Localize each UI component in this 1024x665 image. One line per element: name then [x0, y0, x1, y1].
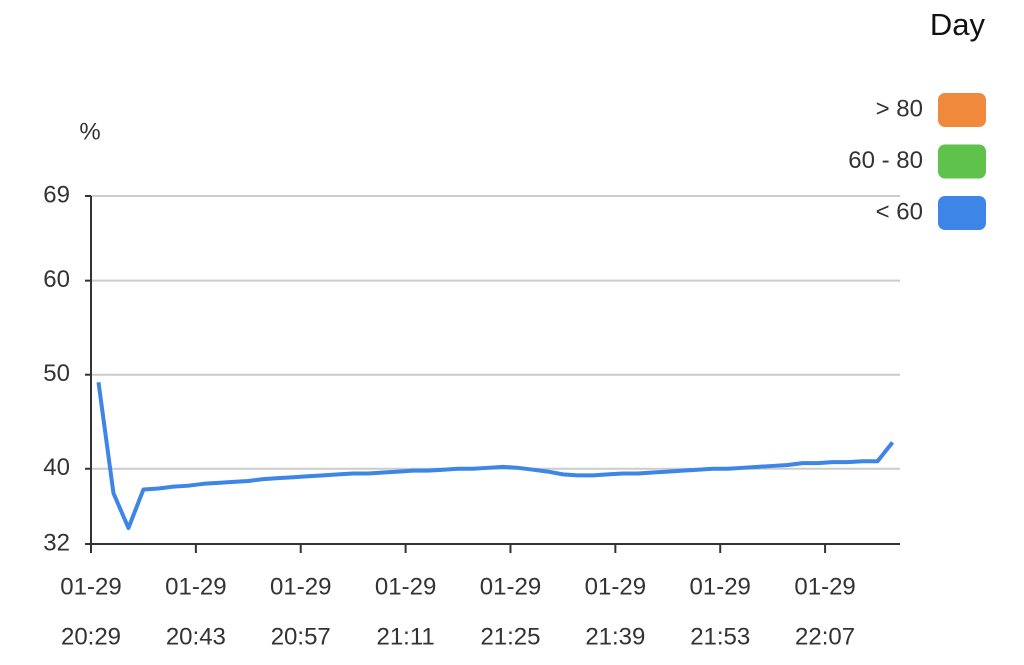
y-tick-label: 40	[43, 454, 70, 481]
x-tick-label: 21:25	[480, 623, 540, 650]
x-tick-label: 01-29	[690, 573, 751, 600]
legend-label: > 80	[876, 95, 923, 122]
legend-title: Day	[930, 7, 986, 42]
x-tick-label: 01-29	[794, 573, 855, 600]
legend-label: < 60	[876, 198, 923, 225]
y-tick-label: 32	[43, 529, 70, 556]
y-unit: %	[79, 118, 100, 145]
x-tick-label: 21:11	[376, 623, 434, 650]
x-tick-label: 22:07	[795, 623, 855, 650]
x-tick-label: 20:43	[166, 623, 226, 650]
data-line	[96, 381, 895, 531]
y-tick-label: 50	[43, 360, 70, 387]
x-tick-label: 01-29	[60, 573, 121, 600]
x-tick-label: 21:53	[690, 623, 750, 650]
x-tick-label: 01-29	[270, 573, 331, 600]
legend-swatch	[938, 144, 986, 179]
legend-label: 60 - 80	[848, 147, 923, 174]
legend-swatch	[938, 93, 986, 127]
x-tick-label: 01-29	[375, 573, 436, 600]
x-tick-label: 20:29	[61, 623, 121, 650]
x-tick-label: 20:57	[271, 623, 331, 650]
x-tick-label: 01-29	[480, 573, 541, 600]
y-tick-label: 69	[43, 181, 70, 208]
x-tick-label: 01-29	[165, 573, 226, 600]
x-tick-label: 21:39	[585, 623, 645, 650]
x-tick-label: 01-29	[585, 573, 646, 600]
legend-swatch	[938, 196, 986, 230]
y-tick-label: 60	[43, 266, 70, 293]
